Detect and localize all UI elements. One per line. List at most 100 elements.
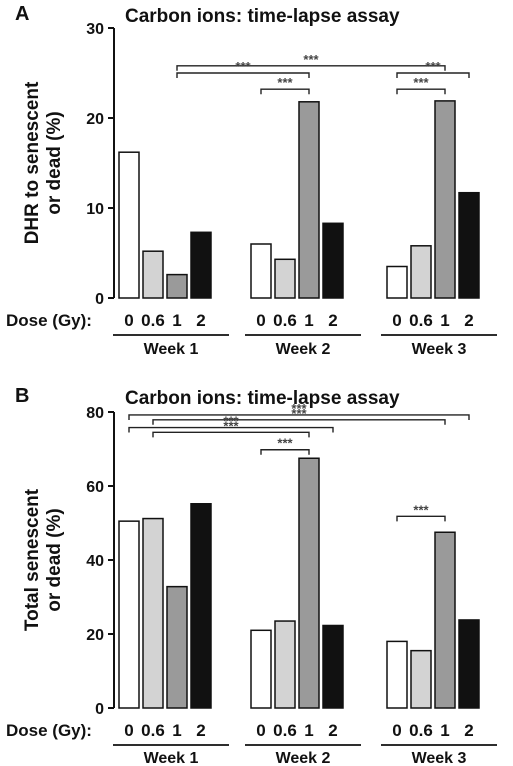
panel-label: B [15,385,29,407]
bar [166,585,188,709]
dose-tick-label: 0.6 [141,721,165,740]
bar [322,624,344,709]
dose-tick-label: 0.6 [409,311,433,330]
bar [386,640,408,709]
bar [142,517,164,709]
dose-tick-label: 0 [256,721,265,740]
significance-bracket [260,88,310,95]
dose-tick-label: 1 [304,311,313,330]
y-tick-label: 80 [86,405,104,422]
y-tick-label: 10 [86,201,104,218]
panel-b: B Carbon ions: time-lapse assay Total sene… [6,385,497,766]
chart-title: Carbon ions: time-lapse assay [125,388,400,409]
bar [118,151,140,299]
significance-label: *** [235,59,251,74]
dose-tick-label: 2 [328,721,337,740]
bar [410,649,432,709]
bar [118,520,140,709]
significance-label: *** [223,418,239,433]
significance-label: *** [277,436,293,451]
significance-bracket [396,72,470,78]
dose-tick-label: 0 [392,311,401,330]
dose-tick-label: 1 [440,721,449,740]
dose-label: Dose (Gy): [6,721,92,740]
group-label: Week 3 [412,341,467,358]
group-label: Week 2 [276,341,331,358]
significance-bracket [396,88,446,95]
significance-label: *** [303,52,319,67]
significance-label: *** [413,75,429,90]
dose-tick-label: 2 [328,311,337,330]
bar [386,265,408,299]
y-tick-label: 30 [86,21,104,38]
y-axis-label-line: or dead (%) [44,111,65,214]
significance-label: *** [291,406,307,421]
dose-tick-label: 2 [464,311,473,330]
dose-tick-label: 0 [124,311,133,330]
significance-label: *** [223,414,239,429]
significance-bracket [152,419,446,425]
y-axis-label: Total senescentor dead (%) [22,488,65,631]
significance-label: *** [277,75,293,90]
dose-tick-label: 0 [256,311,265,330]
significance-bracket [152,431,310,438]
dose-tick-label: 2 [196,721,205,740]
dose-tick-label: 0.6 [141,311,165,330]
group-label: Week 1 [144,750,199,766]
bar [298,101,320,299]
panel-label: A [15,3,29,25]
y-tick-label: 0 [95,291,104,308]
bar [298,457,320,709]
bar [190,503,212,709]
significance-label: *** [425,59,441,74]
y-tick-label: 40 [86,553,104,570]
bar [250,243,272,299]
y-tick-label: 20 [86,111,104,128]
dose-tick-label: 0.6 [273,721,297,740]
significance-label: *** [413,502,429,517]
bar [410,245,432,299]
dose-tick-label: 1 [440,311,449,330]
bar [250,629,272,709]
dose-label: Dose (Gy): [6,311,92,330]
bar [434,100,456,299]
dose-tick-label: 0.6 [409,721,433,740]
y-axis-label: DHR to senescentor dead (%) [22,81,65,244]
y-axis-label-line: Total senescent [22,488,43,631]
significance-label: *** [291,401,307,416]
significance-bracket [176,72,310,78]
significance-bracket [396,515,446,522]
chart-title: Carbon ions: time-lapse assay [125,6,400,27]
y-tick-label: 0 [95,701,104,718]
y-tick-label: 60 [86,479,104,496]
bar [434,531,456,709]
bar [274,258,296,299]
dose-tick-label: 1 [304,721,313,740]
dose-tick-label: 2 [196,311,205,330]
y-tick-label: 20 [86,627,104,644]
bar [322,222,344,299]
bar [274,620,296,709]
dose-tick-label: 0 [124,721,133,740]
bar [190,231,212,299]
group-label: Week 1 [144,341,199,358]
dose-tick-label: 1 [172,311,181,330]
bar [142,250,164,299]
bar [166,273,188,299]
group-label: Week 2 [276,750,331,766]
panel-a: A Carbon ions: time-lapse assay DHR to sen… [6,3,497,358]
y-axis-label-line: or dead (%) [44,508,65,611]
group-label: Week 3 [412,750,467,766]
significance-bracket [260,449,310,455]
dose-tick-label: 0.6 [273,311,297,330]
bar [458,191,480,299]
dose-tick-label: 2 [464,721,473,740]
dose-tick-label: 0 [392,721,401,740]
bar [458,619,480,709]
y-axis-label-line: DHR to senescent [22,81,43,244]
significance-bracket [176,65,446,71]
significance-bracket [128,414,470,420]
significance-bracket [128,426,334,433]
dose-tick-label: 1 [172,721,181,740]
